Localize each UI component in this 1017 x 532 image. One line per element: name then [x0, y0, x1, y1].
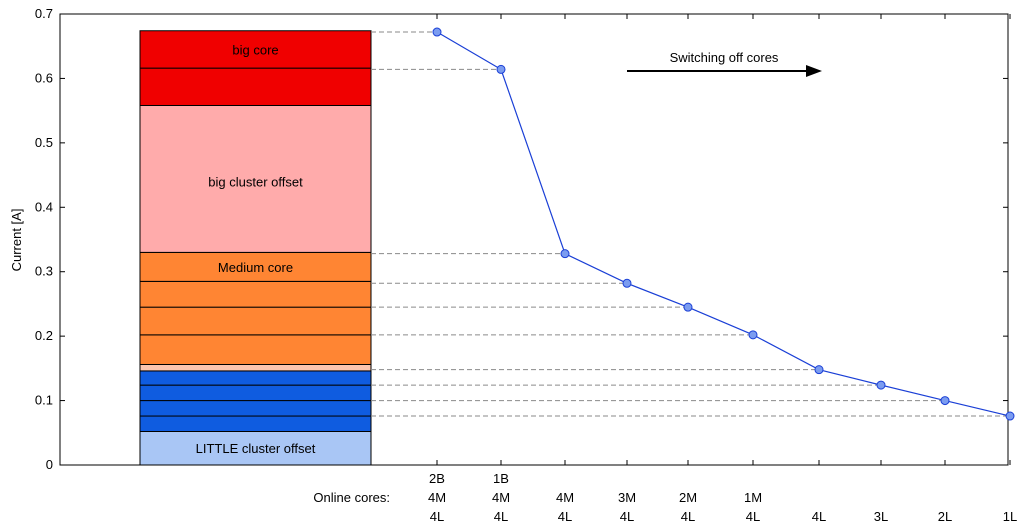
x-category-label: 4L — [681, 509, 695, 524]
data-point — [814, 365, 824, 375]
x-category-label: 2M — [679, 490, 697, 505]
x-category-label: 4L — [812, 509, 826, 524]
x-category-label: 2B — [429, 471, 445, 486]
annotation-text: Switching off cores — [670, 50, 779, 65]
axes: 0 0.1 0.2 0.3 0.4 0.5 0.6 0.7 — [35, 6, 1011, 472]
bar-segment — [139, 430, 372, 466]
bar-segment — [139, 334, 372, 365]
x-category-label: 4L — [430, 509, 444, 524]
y-tick-label: 0 — [46, 457, 53, 472]
bar-segment — [139, 415, 372, 432]
data-point — [432, 27, 442, 37]
data-point — [496, 64, 506, 74]
guide-lines — [371, 31, 1010, 417]
y-tick-label: 0.7 — [35, 6, 53, 21]
stacked-bar — [139, 30, 372, 466]
x-axis-prefix: Online cores: — [313, 490, 390, 505]
bar-segment — [139, 30, 372, 69]
x-category-label: 1L — [1003, 509, 1017, 524]
bar-segment — [139, 370, 372, 386]
bar-segment — [139, 400, 372, 417]
bar-segment — [139, 363, 372, 372]
plot-frame — [59, 13, 1009, 466]
x-category-label: 1B — [493, 471, 509, 486]
labels: LITTLE cluster offset Medium core big clus… — [196, 42, 1017, 524]
data-point — [876, 380, 886, 390]
y-tick-label: 0.5 — [35, 135, 53, 150]
series-line — [432, 27, 1015, 421]
bar-segment — [139, 384, 372, 402]
bar-segment — [139, 67, 372, 106]
data-point — [1005, 411, 1015, 421]
bar-segment — [139, 306, 372, 336]
x-category-label: 4L — [746, 509, 760, 524]
bar-segment — [139, 104, 372, 253]
bar-segment — [139, 280, 372, 308]
x-category-label: 4L — [620, 509, 634, 524]
data-point — [622, 278, 632, 288]
x-category-label: 1M — [744, 490, 762, 505]
x-category-label: 4M — [556, 490, 574, 505]
x-category-label: 2L — [938, 509, 952, 524]
x-category-label: 4M — [428, 490, 446, 505]
bar-segment-label: Medium core — [218, 260, 293, 275]
annotation-arrowhead — [806, 65, 822, 77]
y-tick-label: 0.3 — [35, 264, 53, 279]
bar-segment-label: big cluster offset — [208, 175, 303, 190]
data-point — [748, 330, 758, 340]
x-category-label: 4L — [494, 509, 508, 524]
bar-segment-label: LITTLE cluster offset — [196, 441, 316, 456]
data-point — [940, 396, 950, 406]
x-category-label: 3M — [618, 490, 636, 505]
data-point — [560, 249, 570, 259]
y-tick-label: 0.4 — [35, 199, 53, 214]
series-line-path — [436, 31, 1011, 417]
data-point — [683, 302, 693, 312]
y-tick-label: 0.1 — [35, 393, 53, 408]
y-tick-label: 0.2 — [35, 328, 53, 343]
bar-segment-label: big core — [232, 42, 278, 57]
x-category-label: 3L — [874, 509, 888, 524]
y-tick-label: 0.6 — [35, 70, 53, 85]
y-axis-label: Current [A] — [9, 209, 24, 272]
x-category-label: 4L — [558, 509, 572, 524]
x-category-label: 4M — [492, 490, 510, 505]
